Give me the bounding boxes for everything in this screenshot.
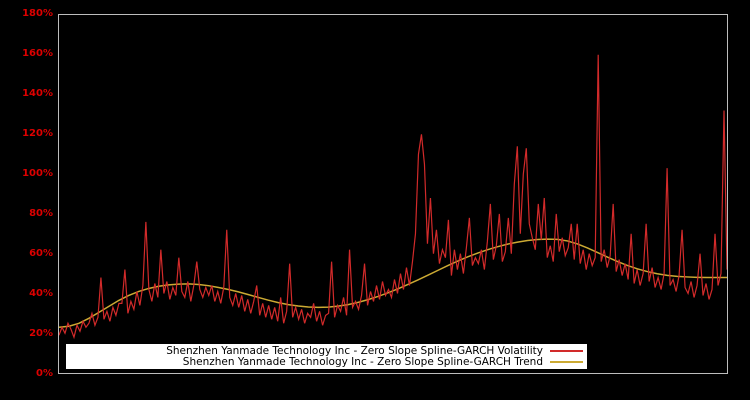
y-axis-tick-label: 0% [36,368,53,379]
plot-area [58,14,728,374]
legend: Shenzhen Yanmade Technology Inc - Zero S… [66,344,587,369]
legend-label-volatility: Shenzhen Yanmade Technology Inc - Zero S… [166,344,543,357]
legend-label-trend: Shenzhen Yanmade Technology Inc - Zero S… [182,355,543,368]
chart-series-canvas [59,54,727,340]
y-axis-tick-label: 80% [29,208,53,219]
y-axis-tick-label: 20% [29,328,53,339]
y-axis-tick-label: 60% [29,248,53,259]
legend-row-volatility: Shenzhen Yanmade Technology Inc - Zero S… [66,344,583,357]
volatility-series-line [59,54,727,340]
y-axis-tick-label: 180% [22,8,53,19]
legend-trend-line-swatch-icon [550,361,583,363]
y-axis-tick-label: 140% [22,88,53,99]
y-axis-tick-label: 100% [22,168,53,179]
legend-row-trend: Shenzhen Yanmade Technology Inc - Zero S… [66,355,583,368]
y-axis-tick-label: 40% [29,288,53,299]
y-axis-tick-label: 120% [22,128,53,139]
y-axis-tick-label: 160% [22,48,53,59]
legend-volatility-line-swatch-icon [550,350,583,352]
